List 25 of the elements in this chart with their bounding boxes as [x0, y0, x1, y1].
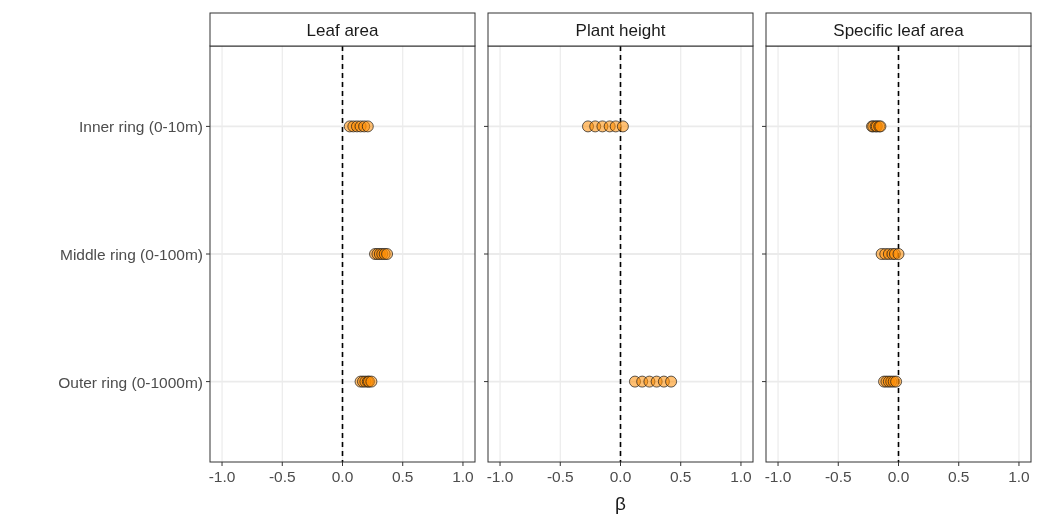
y-tick-label: Middle ring (0-100m)	[60, 246, 203, 263]
x-tick-label: -0.5	[546, 468, 574, 485]
x-tick-label: 1.0	[452, 468, 475, 485]
x-tick-label: 0.0	[609, 468, 632, 485]
x-tick-label: -0.5	[824, 468, 852, 485]
x-tick-label: 0.0	[887, 468, 910, 485]
x-tick-label: 0.5	[947, 468, 970, 485]
x-tick-label: 1.0	[1008, 468, 1031, 485]
x-tick-label: 0.5	[391, 468, 414, 485]
x-tick-label: -1.0	[208, 468, 236, 485]
chart-title: Specific leaf area	[833, 20, 965, 40]
point	[892, 248, 905, 260]
y-tick-label: Inner ring (0-10m)	[78, 118, 203, 136]
y-tick-label: Outer ring (0-1000m)	[58, 373, 203, 391]
x-tick-label: -1.0	[764, 468, 792, 485]
x-tick-label: -1.0	[486, 468, 514, 485]
x-tick-label: 0.0	[331, 468, 354, 485]
chart-title: Plant height	[575, 20, 666, 40]
point	[665, 375, 678, 388]
x-axis-title: β	[615, 493, 627, 514]
x-tick-label: -0.5	[268, 468, 296, 485]
x-tick-label: 1.0	[730, 468, 753, 485]
chart-title: Leaf area	[306, 20, 379, 40]
point	[616, 120, 629, 133]
x-tick-label: 0.5	[669, 468, 692, 485]
